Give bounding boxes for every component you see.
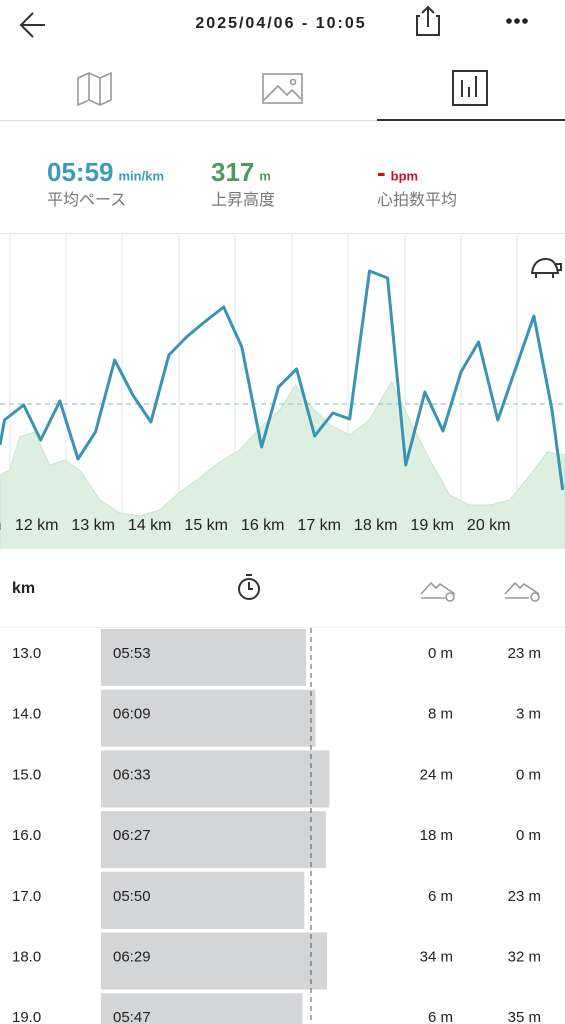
stats-tab[interactable] bbox=[452, 70, 488, 106]
stat-unit: m bbox=[259, 168, 271, 183]
x-tick-label: 17 km bbox=[297, 517, 341, 534]
pace-bar bbox=[101, 811, 326, 869]
x-tick-label: 14 km bbox=[128, 517, 172, 534]
x-tick-label: 15 km bbox=[184, 517, 228, 534]
ascent-cell: 18 m bbox=[420, 827, 453, 844]
km-cell: 17.0 bbox=[12, 888, 41, 905]
x-tick-label: 20 km bbox=[467, 517, 511, 534]
pace-cell: 06:27 bbox=[113, 827, 151, 844]
pace-bar bbox=[101, 689, 316, 747]
ascent-cell: 34 m bbox=[420, 948, 453, 965]
km-cell: 19.0 bbox=[12, 1009, 41, 1024]
descent-icon bbox=[504, 581, 540, 602]
ascent-cell: 6 m bbox=[428, 1009, 453, 1024]
x-tick-label: 19 km bbox=[410, 517, 454, 534]
back-button[interactable] bbox=[19, 12, 45, 38]
datetime: 2025/04/06 - 10:05 bbox=[195, 15, 366, 32]
stat-label: 上昇高度 bbox=[211, 191, 275, 209]
descent-cell: 35 m bbox=[508, 1009, 541, 1024]
x-tick-label: 12 km bbox=[15, 517, 59, 534]
x-tick-label: 11 km bbox=[0, 517, 1, 534]
photo-tab[interactable] bbox=[262, 73, 303, 104]
descent-cell: 3 m bbox=[516, 706, 541, 723]
stat-value: - bbox=[377, 157, 386, 187]
table-header-km: km bbox=[12, 580, 35, 597]
stat-label: 心拍数平均 bbox=[377, 191, 457, 209]
km-cell: 14.0 bbox=[12, 706, 41, 723]
km-cell: 16.0 bbox=[12, 827, 41, 844]
stopwatch-icon bbox=[238, 574, 260, 600]
tab-underline bbox=[377, 119, 565, 121]
ascent-cell: 24 m bbox=[420, 766, 453, 783]
x-tick-label: 13 km bbox=[71, 517, 115, 534]
descent-cell: 23 m bbox=[508, 888, 541, 905]
ascent-icon bbox=[420, 581, 456, 602]
x-tick-label: 18 km bbox=[354, 517, 398, 534]
stat-label: 平均ペース bbox=[47, 191, 126, 209]
km-cell: 15.0 bbox=[12, 766, 41, 783]
descent-cell: 32 m bbox=[508, 948, 541, 965]
tab-divider bbox=[0, 120, 565, 121]
descent-cell: 0 m bbox=[516, 827, 541, 844]
pace-bar bbox=[101, 993, 303, 1024]
elevation-area bbox=[0, 380, 565, 549]
ascent-cell: 0 m bbox=[428, 645, 453, 662]
pace-cell: 05:50 bbox=[113, 888, 151, 905]
stat-value: 317 bbox=[211, 157, 254, 187]
stat-unit: min/km bbox=[119, 168, 165, 183]
pace-cell: 06:09 bbox=[113, 706, 151, 723]
pace-bar bbox=[101, 871, 305, 929]
pace-cell: 06:29 bbox=[113, 948, 151, 965]
descent-cell: 0 m bbox=[516, 766, 541, 783]
ascent-cell: 6 m bbox=[428, 888, 453, 905]
turtle-icon bbox=[530, 257, 562, 278]
map-tab[interactable] bbox=[77, 71, 112, 107]
pace-cell: 05:47 bbox=[113, 1009, 151, 1024]
pace-cell: 05:53 bbox=[113, 645, 151, 662]
pace-bar bbox=[101, 629, 307, 686]
stat-unit: bpm bbox=[391, 168, 418, 183]
pace-bar bbox=[101, 750, 330, 808]
chart-border bbox=[0, 233, 565, 234]
pace-line bbox=[0, 269, 565, 491]
km-cell: 18.0 bbox=[12, 948, 41, 965]
descent-cell: 23 m bbox=[508, 645, 541, 662]
x-tick-label: 16 km bbox=[241, 517, 285, 534]
share-button[interactable] bbox=[416, 5, 440, 36]
ascent-cell: 8 m bbox=[428, 706, 453, 723]
more-button[interactable] bbox=[506, 18, 528, 24]
pace-cell: 06:33 bbox=[113, 766, 151, 783]
pace-bar bbox=[101, 932, 328, 990]
km-cell: 13.0 bbox=[12, 645, 41, 662]
table-divider bbox=[0, 627, 565, 628]
stat-value: 05:59 bbox=[47, 157, 114, 187]
